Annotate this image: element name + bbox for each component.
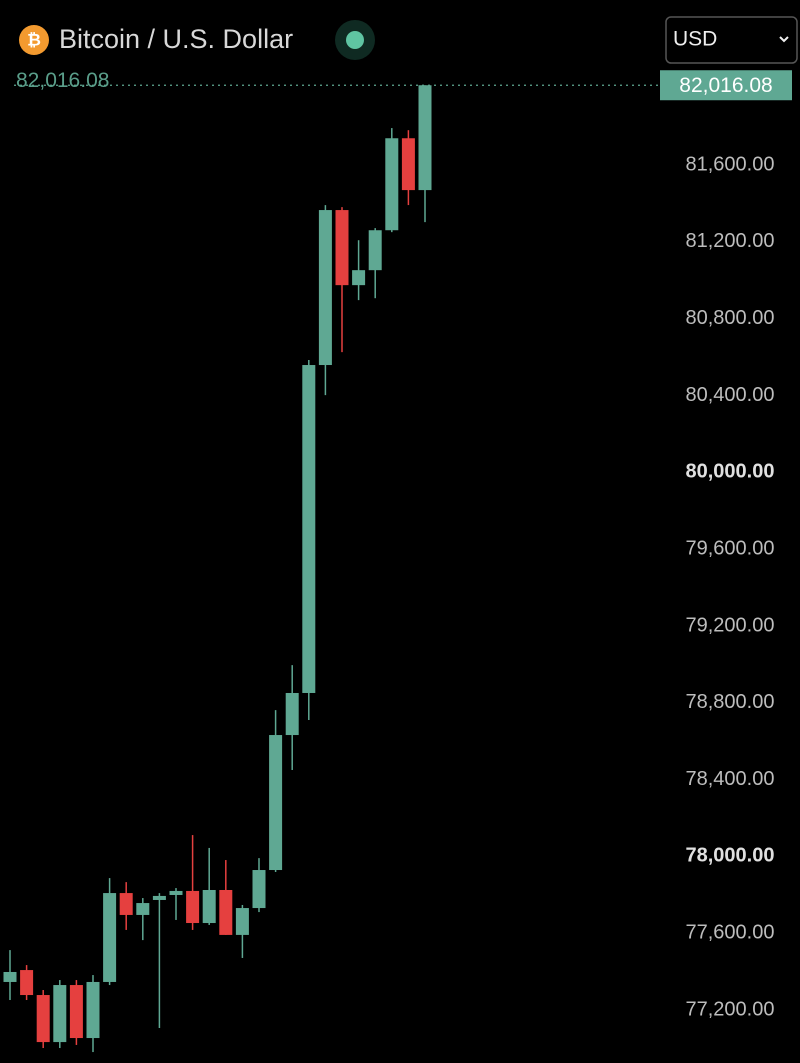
candle-body (285, 692, 299, 736)
coin-symbol: ₿ (27, 30, 41, 49)
candle-body (86, 981, 100, 1039)
y-tick-label: 80,000.00 (686, 461, 775, 483)
currency-label[interactable]: USD (673, 28, 717, 51)
candle-body (69, 985, 83, 1039)
chart-title: Bitcoin / U.S. Dollar (59, 24, 293, 54)
candle-body (385, 138, 399, 231)
y-tick-label: 77,600.00 (686, 921, 775, 943)
y-tick-label: 81,200.00 (686, 230, 775, 252)
candle-body (3, 971, 17, 982)
currency-select[interactable] (665, 16, 798, 64)
candle-body (252, 870, 266, 909)
y-tick-label: 80,800.00 (686, 307, 775, 329)
candle-body (103, 893, 117, 982)
candle-body (335, 210, 349, 286)
candle-body (53, 985, 67, 1043)
y-tick-label: 77,200.00 (686, 998, 775, 1020)
candle-body (302, 365, 316, 693)
candle-body (235, 908, 249, 935)
candle-body (368, 230, 382, 271)
candle-body (20, 970, 34, 996)
y-tick-label: 79,200.00 (686, 614, 775, 636)
candle-body (186, 890, 200, 924)
candle-body (152, 895, 166, 900)
candle-body (318, 210, 332, 366)
last-price-left: 82,016.08 (16, 69, 109, 92)
candle-body (269, 735, 283, 871)
y-tick-label: 78,800.00 (686, 691, 775, 713)
y-tick-label: 78,400.00 (686, 768, 775, 790)
last-price-right: 82,016.08 (679, 74, 772, 97)
candle-body (119, 893, 133, 915)
candle-body (219, 889, 233, 935)
candle-body (352, 270, 366, 286)
last-price-tag (660, 70, 792, 101)
candle-body (418, 85, 432, 191)
candle-body (202, 889, 216, 924)
candle-body (401, 138, 415, 191)
candle-body (36, 995, 50, 1043)
y-tick-label: 78,000.00 (686, 845, 775, 867)
candle-body (169, 890, 183, 895)
dropdown-arrow (779, 36, 789, 43)
status-dot (346, 31, 364, 49)
y-tick-label: 79,600.00 (686, 537, 775, 559)
candle-body (136, 903, 150, 915)
y-tick-label: 81,600.00 (686, 153, 775, 175)
y-tick-label: 80,400.00 (686, 384, 775, 406)
coin-icon (19, 25, 49, 55)
